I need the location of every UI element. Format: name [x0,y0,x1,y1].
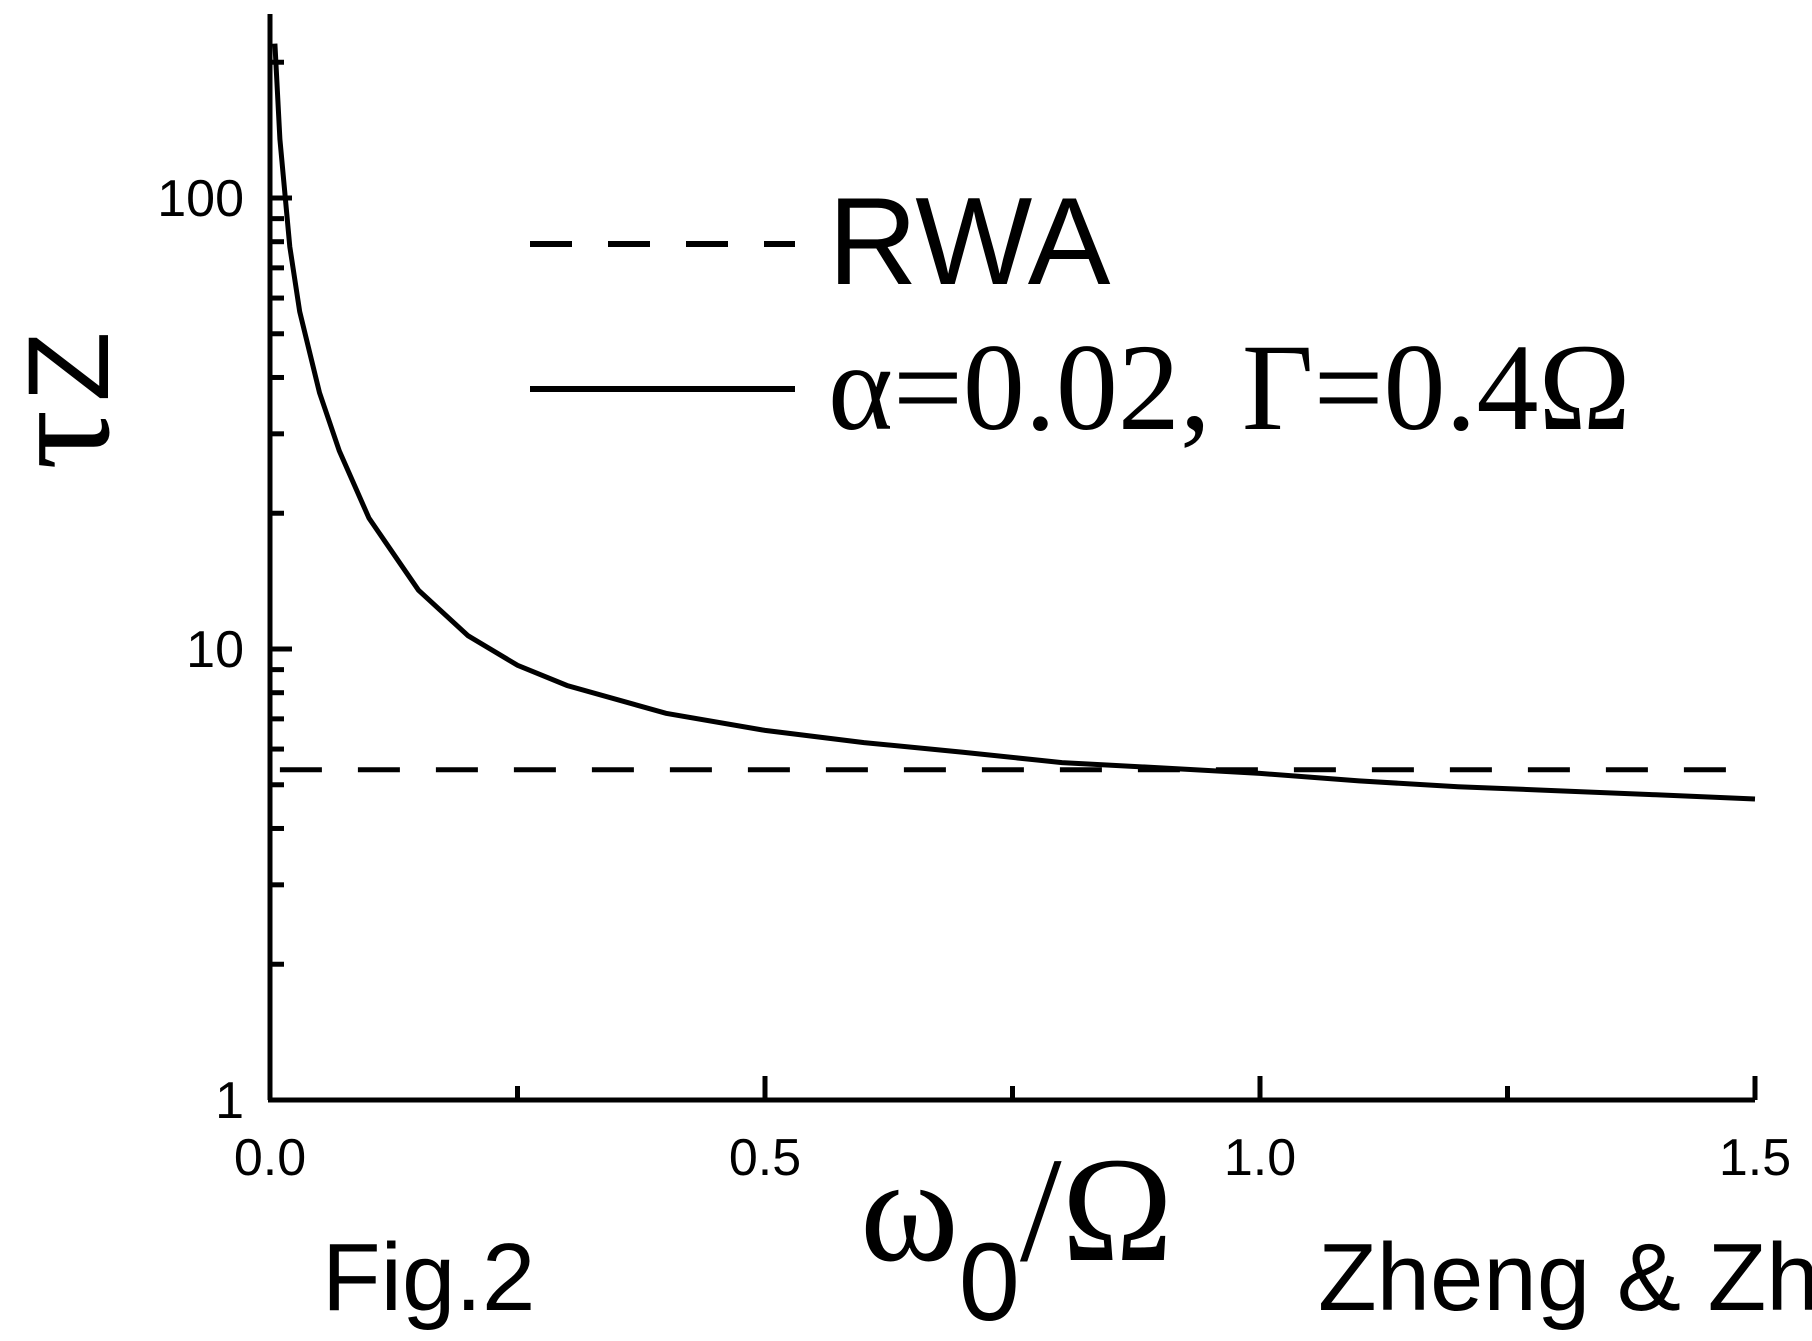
x-tick-label: 1.0 [1224,1129,1296,1187]
y-tick-label: 100 [157,170,244,228]
x-tick-label: 0.5 [729,1129,801,1187]
y-tick-label: 1 [215,1072,244,1130]
x-tick-label: 0.0 [234,1129,306,1187]
y-axis-title: τZ [0,331,141,470]
legend-rwa-label: RWA [828,173,1111,311]
series-alpha-line [272,43,1756,802]
author-caption: Zheng & Zhu [1318,1224,1812,1331]
y-tick-label: 10 [186,621,244,679]
x-tick-label: 1.5 [1719,1129,1791,1187]
legend-alpha-label: α=0.02, Γ=0.4Ω [828,319,1631,456]
tick-labels: 1 10 100 0.0 0.5 1.0 1.5 [157,170,1791,1187]
x-axis-title: ω0/Ω [860,1127,1173,1341]
figure-caption: Fig.2 [322,1224,535,1331]
legend: RWA α=0.02, Γ=0.4Ω [530,173,1631,456]
ticks [267,59,1758,1103]
